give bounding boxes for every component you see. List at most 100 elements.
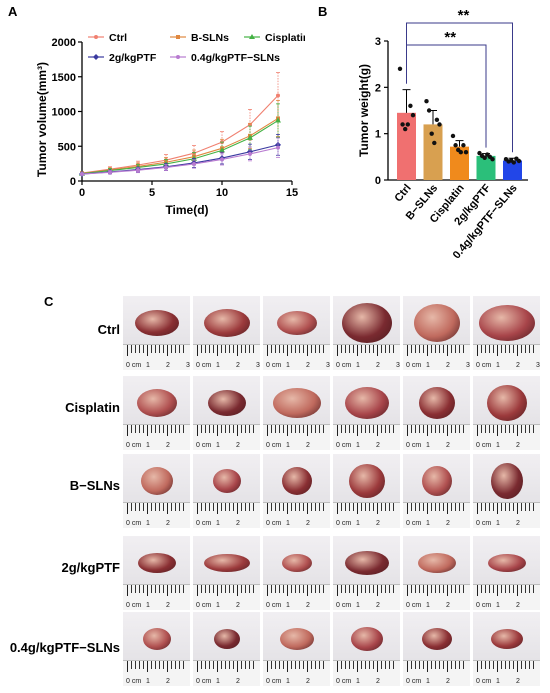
scatter-point: [511, 160, 516, 165]
ruler: 0 cm 1 2 3: [473, 343, 540, 370]
legend-item-0: Ctrl: [88, 32, 127, 44]
legend-label: B-SLNs: [191, 32, 229, 44]
tumor-specimen: [212, 468, 241, 493]
tumor-specimen: [203, 308, 250, 337]
legend-label: 2g/kgPTF: [109, 52, 157, 64]
ruler-number: 2: [166, 362, 170, 369]
ruler: 0 cm 1 2: [473, 659, 540, 686]
ruler: 0 cm 1 2 3: [193, 343, 260, 370]
scatter-point: [461, 143, 466, 148]
y-tick-label: 500: [58, 141, 76, 153]
tumor-specimen: [490, 628, 523, 649]
ruler-number: 1: [356, 442, 360, 449]
ruler-number: 3: [396, 362, 400, 369]
ruler-number: 1: [216, 602, 220, 609]
series-line: [81, 147, 279, 175]
ruler: 0 cm 1 2: [403, 583, 470, 610]
y-tick-label: 3: [375, 36, 381, 48]
legend-item-4: 0.4g/kgPTF−SLNs: [170, 52, 280, 64]
data-point: [275, 117, 281, 123]
tumor-photo: 0 cm 1 2 3: [403, 296, 470, 370]
ruler-number: 0 cm: [476, 362, 492, 369]
ruler-number: 0 cm: [336, 520, 352, 527]
data-point: [248, 151, 252, 156]
scatter-point: [450, 133, 456, 139]
tumor-photo: 0 cm 1 2: [193, 536, 260, 610]
scatter-point: [463, 150, 469, 155]
ruler-number: 0 cm: [126, 442, 142, 449]
tumor-photo: 0 cm 1 2: [263, 536, 330, 610]
ruler-number: 0 cm: [196, 602, 212, 609]
scatter-point: [429, 131, 434, 136]
data-point: [220, 157, 224, 162]
ruler-number: 1: [496, 678, 500, 685]
tumor-photo: 0 cm 1 2: [473, 612, 540, 686]
ruler: 0 cm 1 2: [263, 659, 330, 686]
significance-label: **: [458, 8, 470, 24]
data-point: [247, 134, 253, 140]
ruler-number: 1: [146, 602, 150, 609]
x-axis-label: Time(d): [165, 203, 208, 217]
ruler-number: 1: [356, 520, 360, 527]
ruler-number: 1: [496, 520, 500, 527]
ruler-number: 0 cm: [406, 362, 422, 369]
ruler: 0 cm 1 2: [123, 659, 190, 686]
tumor-photo: 0 cm 1 2: [473, 454, 540, 528]
y-tick-label: 1000: [52, 107, 76, 119]
scatter-point: [516, 158, 522, 164]
ruler-number: 2: [236, 602, 240, 609]
ruler-number: 2: [516, 602, 520, 609]
ruler-number: 1: [426, 442, 430, 449]
x-tick-label: 5: [149, 187, 155, 199]
ruler-number: 1: [426, 520, 430, 527]
tumor-photo: 0 cm 1 2: [123, 454, 190, 528]
scatter-point: [453, 143, 458, 148]
x-tick-label: 15: [286, 187, 298, 199]
ruler: 0 cm 1 2 3: [123, 343, 190, 370]
ruler: 0 cm 1 2: [193, 423, 260, 450]
ruler-number: 1: [426, 602, 430, 609]
ruler-number: 0 cm: [196, 442, 212, 449]
tumor-specimen: [487, 553, 526, 572]
tumor-photo: 0 cm 1 2 3: [333, 296, 400, 370]
ruler-number: 1: [286, 520, 290, 527]
ruler-number: 2: [306, 678, 310, 685]
scatter-point: [490, 156, 495, 162]
ruler: 0 cm 1 2: [263, 501, 330, 528]
scatter-point: [426, 108, 432, 113]
series-line: [81, 95, 279, 174]
tumor-specimen: [137, 552, 176, 573]
ruler-number: 0 cm: [126, 520, 142, 527]
scatter-point: [397, 66, 403, 71]
tumor-photo: 0 cm 1 2: [123, 612, 190, 686]
tumor-specimen: [341, 302, 392, 343]
ruler-number: 2: [376, 362, 380, 369]
ruler-number: 1: [356, 362, 360, 369]
legend-label: 0.4g/kgPTF−SLNs: [191, 52, 280, 64]
ruler-number: 3: [186, 362, 190, 369]
ruler-number: 2: [376, 602, 380, 609]
legend-item-2: Cisplatin: [244, 32, 305, 44]
tumor-specimen: [421, 465, 452, 496]
data-point: [136, 168, 140, 173]
tumor-photo: 0 cm 1 2: [333, 454, 400, 528]
ruler-number: 0 cm: [476, 520, 492, 527]
ruler-number: 2: [166, 602, 170, 609]
scatter-point: [405, 122, 410, 127]
ruler: 0 cm 1 2: [193, 583, 260, 610]
ruler-number: 2: [376, 678, 380, 685]
data-point: [80, 172, 84, 177]
ruler-number: 1: [496, 362, 500, 369]
scatter-point: [403, 126, 408, 132]
tumor-photo: 0 cm 1 2 3: [473, 296, 540, 370]
ruler: 0 cm 1 2: [193, 659, 260, 686]
series-line: [81, 117, 279, 174]
scatter-point: [434, 117, 440, 122]
ruler: 0 cm 1 2 3: [263, 343, 330, 370]
ruler-number: 1: [216, 678, 220, 685]
y-tick-label: 0: [70, 176, 76, 188]
data-point: [176, 55, 180, 59]
tumor-specimen: [417, 552, 456, 573]
tumor-specimen: [203, 553, 250, 572]
tumor-photo: 0 cm 1 2: [333, 536, 400, 610]
